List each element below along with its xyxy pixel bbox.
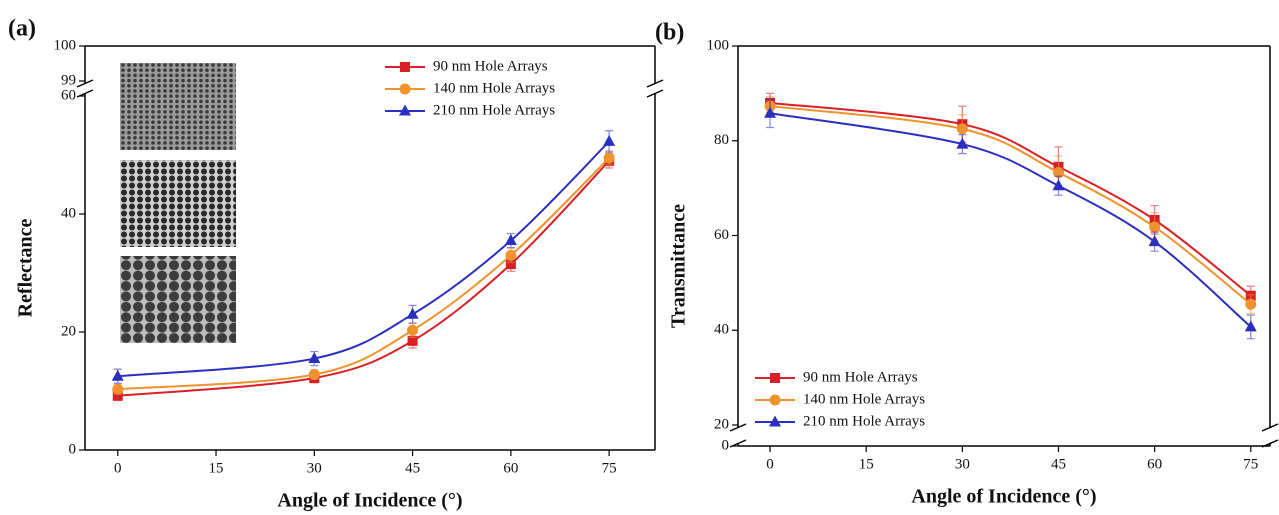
legend-label: 140 nm Hole Arrays — [433, 80, 555, 96]
marker — [505, 259, 516, 270]
y-tick-label: 20 — [61, 323, 76, 339]
x-tick-label: 75 — [602, 460, 617, 476]
sem-image — [120, 256, 236, 343]
sem-insets — [120, 63, 236, 343]
y-tick-label: 60 — [61, 87, 76, 103]
x-tick-label: 30 — [307, 460, 322, 476]
x-tick-label: 30 — [955, 456, 970, 472]
x-tick-label: 60 — [1147, 456, 1162, 472]
marker — [1052, 166, 1064, 178]
y-tick-label: 100 — [707, 37, 730, 53]
marker — [1148, 235, 1161, 247]
x-tick-label: 75 — [1243, 456, 1258, 472]
x-tick-label: 45 — [405, 460, 420, 476]
marker — [956, 123, 968, 135]
x-axis-label: Angle of Incidence (°) — [277, 490, 462, 512]
marker — [603, 152, 615, 164]
marker — [308, 368, 320, 380]
y-tick-label: 100 — [54, 37, 77, 53]
x-axis-label: Angle of Incidence (°) — [911, 486, 1096, 508]
y-axis-label: Transmittance — [668, 204, 690, 328]
panel-label: (a) — [8, 16, 36, 42]
y-tick-label: 0 — [69, 441, 77, 457]
x-tick-label: 15 — [859, 456, 874, 472]
x-tick-label: 15 — [209, 460, 224, 476]
marker — [1245, 298, 1257, 310]
marker — [407, 335, 418, 346]
marker — [399, 104, 411, 116]
sem-image — [120, 63, 236, 150]
marker — [770, 373, 780, 383]
marker — [111, 369, 124, 381]
marker — [112, 383, 124, 395]
sem-image — [120, 160, 236, 247]
axis-break — [729, 423, 747, 448]
y-tick-label: 99 — [61, 72, 76, 88]
marker — [407, 324, 419, 336]
legend-label: 90 nm Hole Arrays — [803, 369, 918, 385]
marker — [400, 62, 410, 72]
marker — [504, 234, 517, 246]
marker — [1149, 221, 1161, 233]
panel-label: (b) — [655, 20, 684, 46]
marker — [769, 394, 781, 406]
marker — [406, 307, 419, 319]
marker — [1244, 320, 1257, 332]
x-tick-label: 0 — [766, 456, 774, 472]
y-axis-label: Reflectance — [15, 218, 37, 317]
y-tick-label: 40 — [61, 205, 76, 221]
y-tick-label: 80 — [714, 132, 729, 148]
legend-label: 210 nm Hole Arrays — [803, 413, 925, 429]
marker — [1052, 179, 1065, 191]
legend-label: 210 nm Hole Arrays — [433, 102, 555, 118]
marker — [399, 83, 411, 95]
legend-label: 140 nm Hole Arrays — [803, 391, 925, 407]
marker — [764, 106, 777, 118]
legend-label: 90 nm Hole Arrays — [433, 58, 548, 74]
axis-break — [646, 79, 664, 98]
x-tick-label: 45 — [1051, 456, 1066, 472]
x-tick-label: 0 — [114, 460, 122, 476]
marker — [769, 415, 781, 427]
y-tick-label: 20 — [714, 416, 729, 432]
y-tick-label: 60 — [714, 227, 729, 243]
x-tick-label: 60 — [503, 460, 518, 476]
marker — [505, 249, 517, 261]
y-tick-label: 0 — [722, 437, 730, 453]
series-line — [769, 101, 1252, 297]
series-line — [769, 105, 1252, 305]
marker — [956, 137, 969, 149]
y-tick-label: 40 — [714, 322, 729, 338]
marker — [112, 390, 123, 401]
marker — [603, 134, 616, 146]
marker — [308, 352, 321, 364]
axis-break — [1261, 423, 1279, 448]
